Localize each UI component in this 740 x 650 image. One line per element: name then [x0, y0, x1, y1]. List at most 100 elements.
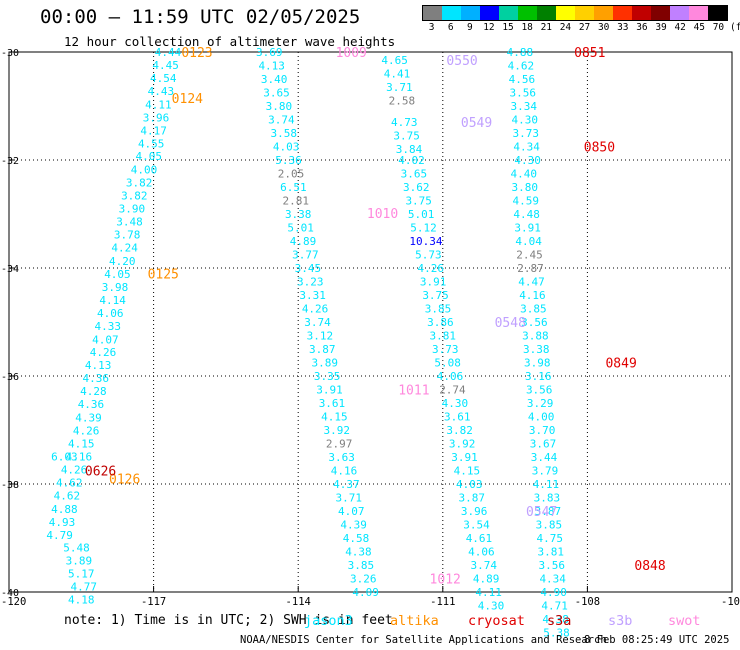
y-tick-label: -34 — [1, 264, 19, 275]
wave-height-value: 3.38 — [523, 343, 550, 356]
wave-height-value: 4.28 — [80, 385, 107, 398]
wave-height-value: 4.26 — [73, 425, 100, 438]
wave-height-value: 4.73 — [391, 116, 418, 129]
wave-height-value: 3.29 — [527, 397, 554, 410]
wave-height-value: 4.06 — [468, 546, 495, 559]
color-swatch — [632, 6, 651, 20]
wave-height-value: 3.87 — [458, 492, 485, 505]
wave-height-value: 3.83 — [534, 492, 561, 505]
wave-height-value: 4.34 — [513, 141, 540, 154]
wave-height-value: 3.84 — [396, 143, 423, 156]
wave-height-value: 2.45 — [516, 249, 543, 262]
wave-height-value: 5.08 — [434, 357, 461, 370]
color-scale-tick-label: 21 — [540, 22, 553, 33]
wave-height-value: 6.03 — [51, 450, 78, 463]
wave-height-value: 3.90 — [119, 203, 146, 216]
wave-height-value: 3.12 — [307, 330, 334, 343]
wave-height-value: 4.15 — [454, 465, 481, 478]
wave-height-value: 3.89 — [311, 357, 338, 370]
wave-height-value: 3.75 — [422, 289, 449, 302]
wave-height-value: 3.61 — [319, 397, 346, 410]
wave-height-value: 4.40 — [511, 168, 538, 181]
wave-height-value: 4.30 — [514, 154, 541, 167]
wave-height-value: 3.48 — [116, 216, 143, 229]
wave-height-value: 3.71 — [336, 492, 363, 505]
color-scale-tick-label: 18 — [521, 22, 533, 33]
wave-height-value: 3.87 — [309, 343, 336, 356]
wave-height-value: 3.81 — [538, 546, 565, 559]
wave-height-value: 4.24 — [111, 241, 138, 254]
color-swatch — [708, 6, 727, 20]
wave-height-value: 4.06 — [437, 370, 464, 383]
wave-height-value: 4.15 — [321, 411, 348, 424]
y-tick-label: -40 — [1, 588, 19, 599]
map-title: 00:00 – 11:59 UTC 02/05/2025 — [40, 6, 361, 28]
pass-label: 1010 — [367, 207, 398, 222]
color-swatch — [480, 6, 499, 20]
wave-height-value: 4.88 — [51, 503, 78, 516]
wave-height-value: 3.44 — [531, 451, 558, 464]
y-tick-label: -38 — [1, 480, 19, 491]
wave-height-value: 5.17 — [68, 568, 95, 581]
color-scale-bar — [422, 5, 728, 21]
wave-height-value: 3.35 — [314, 370, 341, 383]
wave-height-value: 2.81 — [283, 195, 310, 208]
x-tick-label: -108 — [575, 596, 600, 608]
wave-height-value: 4.06 — [97, 307, 124, 320]
wave-height-value: 3.85 — [348, 559, 375, 572]
wave-height-value: 4.62 — [508, 60, 535, 73]
wave-height-value: 3.56 — [538, 559, 565, 572]
x-tick-label: -120 — [1, 596, 26, 608]
wave-height-value: 3.75 — [393, 130, 420, 143]
wave-height-value: 4.16 — [519, 289, 546, 302]
wave-height-value: 4.18 — [68, 594, 95, 607]
wave-height-value: 4.26 — [302, 303, 329, 316]
wave-height-value: 4.13 — [258, 60, 285, 73]
wave-height-value: 3.91 — [451, 451, 478, 464]
wave-height-value: 4.43 — [148, 85, 175, 98]
satellite-legend-swot: swot — [668, 613, 701, 629]
wave-height-value: 4.75 — [537, 532, 564, 545]
wave-height-value: 3.67 — [530, 438, 557, 451]
wave-height-value: 4.56 — [509, 73, 536, 86]
satellite-legend-jason3: jason3 — [304, 613, 353, 629]
map-subtitle: 12 hour collection of altimeter wave hei… — [64, 34, 396, 49]
wave-height-value: 3.65 — [401, 168, 428, 181]
wave-height-value: 4.55 — [138, 137, 165, 150]
pass-label: 0626 — [85, 465, 116, 480]
pass-label: 0849 — [605, 357, 636, 372]
wave-height-value: 3.91 — [514, 222, 541, 235]
color-scale-tick-label: 24 — [559, 22, 572, 33]
wave-height-value: 4.39 — [75, 412, 102, 425]
wave-height-value: 4.44 — [155, 46, 182, 59]
wave-height-value: 4.62 — [56, 476, 83, 489]
wave-height-value: 4.93 — [49, 516, 76, 529]
credit-line: NOAA/NESDIS Center for Satellite Applica… — [240, 634, 607, 646]
wave-height-value: 4.02 — [398, 154, 425, 167]
wave-height-value: 4.62 — [54, 489, 81, 502]
wave-height-value: 3.40 — [261, 73, 288, 86]
color-scale-tick-label: 33 — [617, 22, 629, 33]
wave-height-value: 3.62 — [403, 181, 430, 194]
color-swatch — [423, 6, 442, 20]
wave-height-value: 3.38 — [285, 208, 312, 221]
wave-height-value: 3.91 — [420, 276, 447, 289]
x-tick-label: -114 — [286, 596, 311, 608]
pass-label: 0123 — [181, 46, 212, 61]
wave-height-value: 4.38 — [542, 613, 569, 626]
wave-height-value: 4.36 — [83, 372, 110, 385]
wave-height-value: 3.80 — [266, 100, 293, 113]
wave-height-value: 3.31 — [299, 289, 326, 302]
color-swatch — [461, 6, 480, 20]
pass-label: 0848 — [634, 559, 665, 574]
color-scale-tick-label: 12 — [483, 22, 495, 33]
wave-height-value: 5.36 — [275, 154, 302, 167]
wave-height-value: 4.05 — [104, 268, 131, 281]
wave-height-value: 5.38 — [543, 627, 570, 640]
wave-height-value: 4.45 — [152, 59, 179, 72]
color-scale-tick-label: 30 — [597, 22, 610, 33]
wave-height-value: 2.58 — [389, 95, 416, 108]
wave-height-value: 3.78 — [114, 229, 141, 242]
wave-height-value: 4.03 — [456, 478, 483, 491]
